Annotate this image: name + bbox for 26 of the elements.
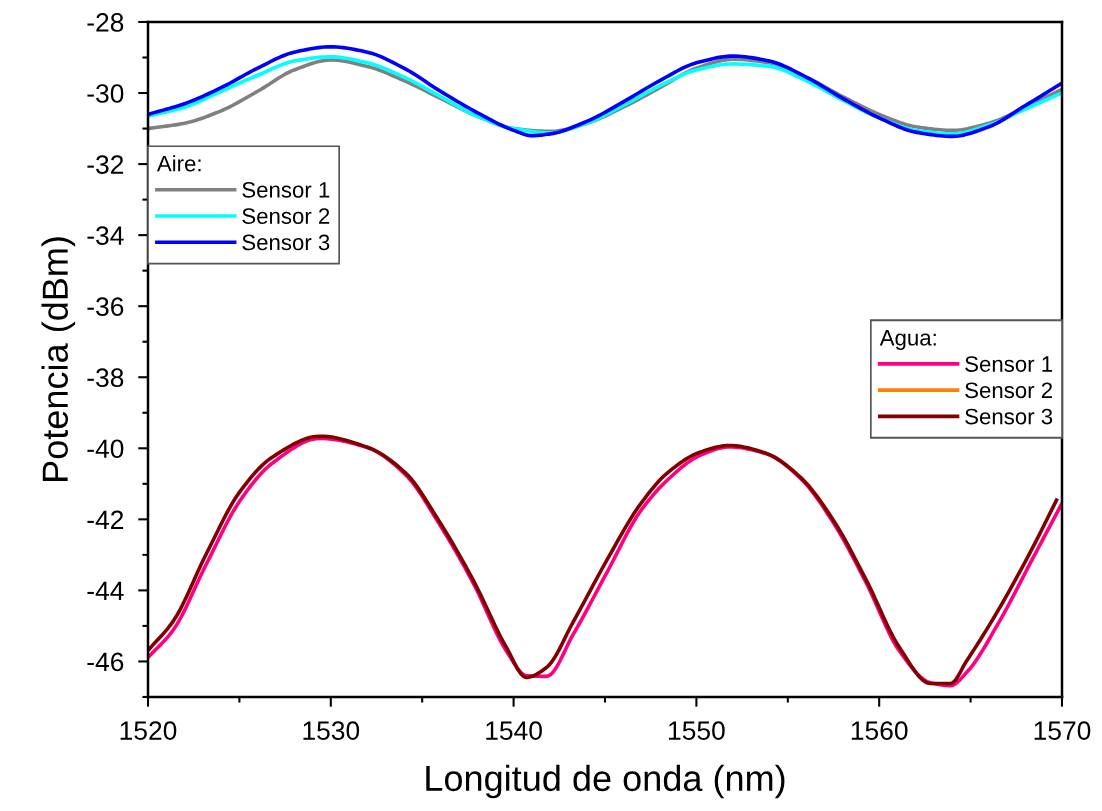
legend-label: Sensor 2 (965, 382, 1052, 399)
y-tick-label: -46 (87, 652, 124, 672)
text: Agua: (879, 330, 936, 350)
x-tick-label: 1570 (1034, 721, 1091, 740)
y-tick-label: -44 (87, 581, 124, 600)
y-tick-label: -30 (87, 84, 124, 103)
text: Aire: (156, 155, 201, 172)
legend-label: Sensor 1 (242, 182, 330, 198)
legend-label: Sensor 2 (242, 208, 330, 224)
y-tick-label: -28 (87, 13, 124, 32)
x-tick-label: 1550 (669, 721, 725, 740)
legend-label: Sensor 3 (965, 408, 1053, 425)
x-axis-title: Longitud de onda (nm) (426, 764, 785, 799)
x-tick-label: 1540 (486, 721, 542, 740)
y-tick-label: -34 (87, 226, 124, 245)
y-tick-label: -38 (87, 368, 124, 388)
y-tick-label: -32 (87, 155, 124, 174)
x-tick-label: 1560 (851, 721, 908, 740)
y-axis-title: Potencia (dBm) (41, 237, 76, 481)
x-tick-label: 1520 (120, 721, 177, 740)
y-tick-label: -42 (87, 510, 124, 529)
legend-label: Sensor 3 (242, 234, 330, 251)
y-tick-label: -40 (87, 439, 124, 459)
legend-label: Sensor 1 (965, 356, 1053, 372)
x-tick-label: 1530 (303, 721, 360, 740)
y-tick-label: -36 (87, 297, 124, 317)
